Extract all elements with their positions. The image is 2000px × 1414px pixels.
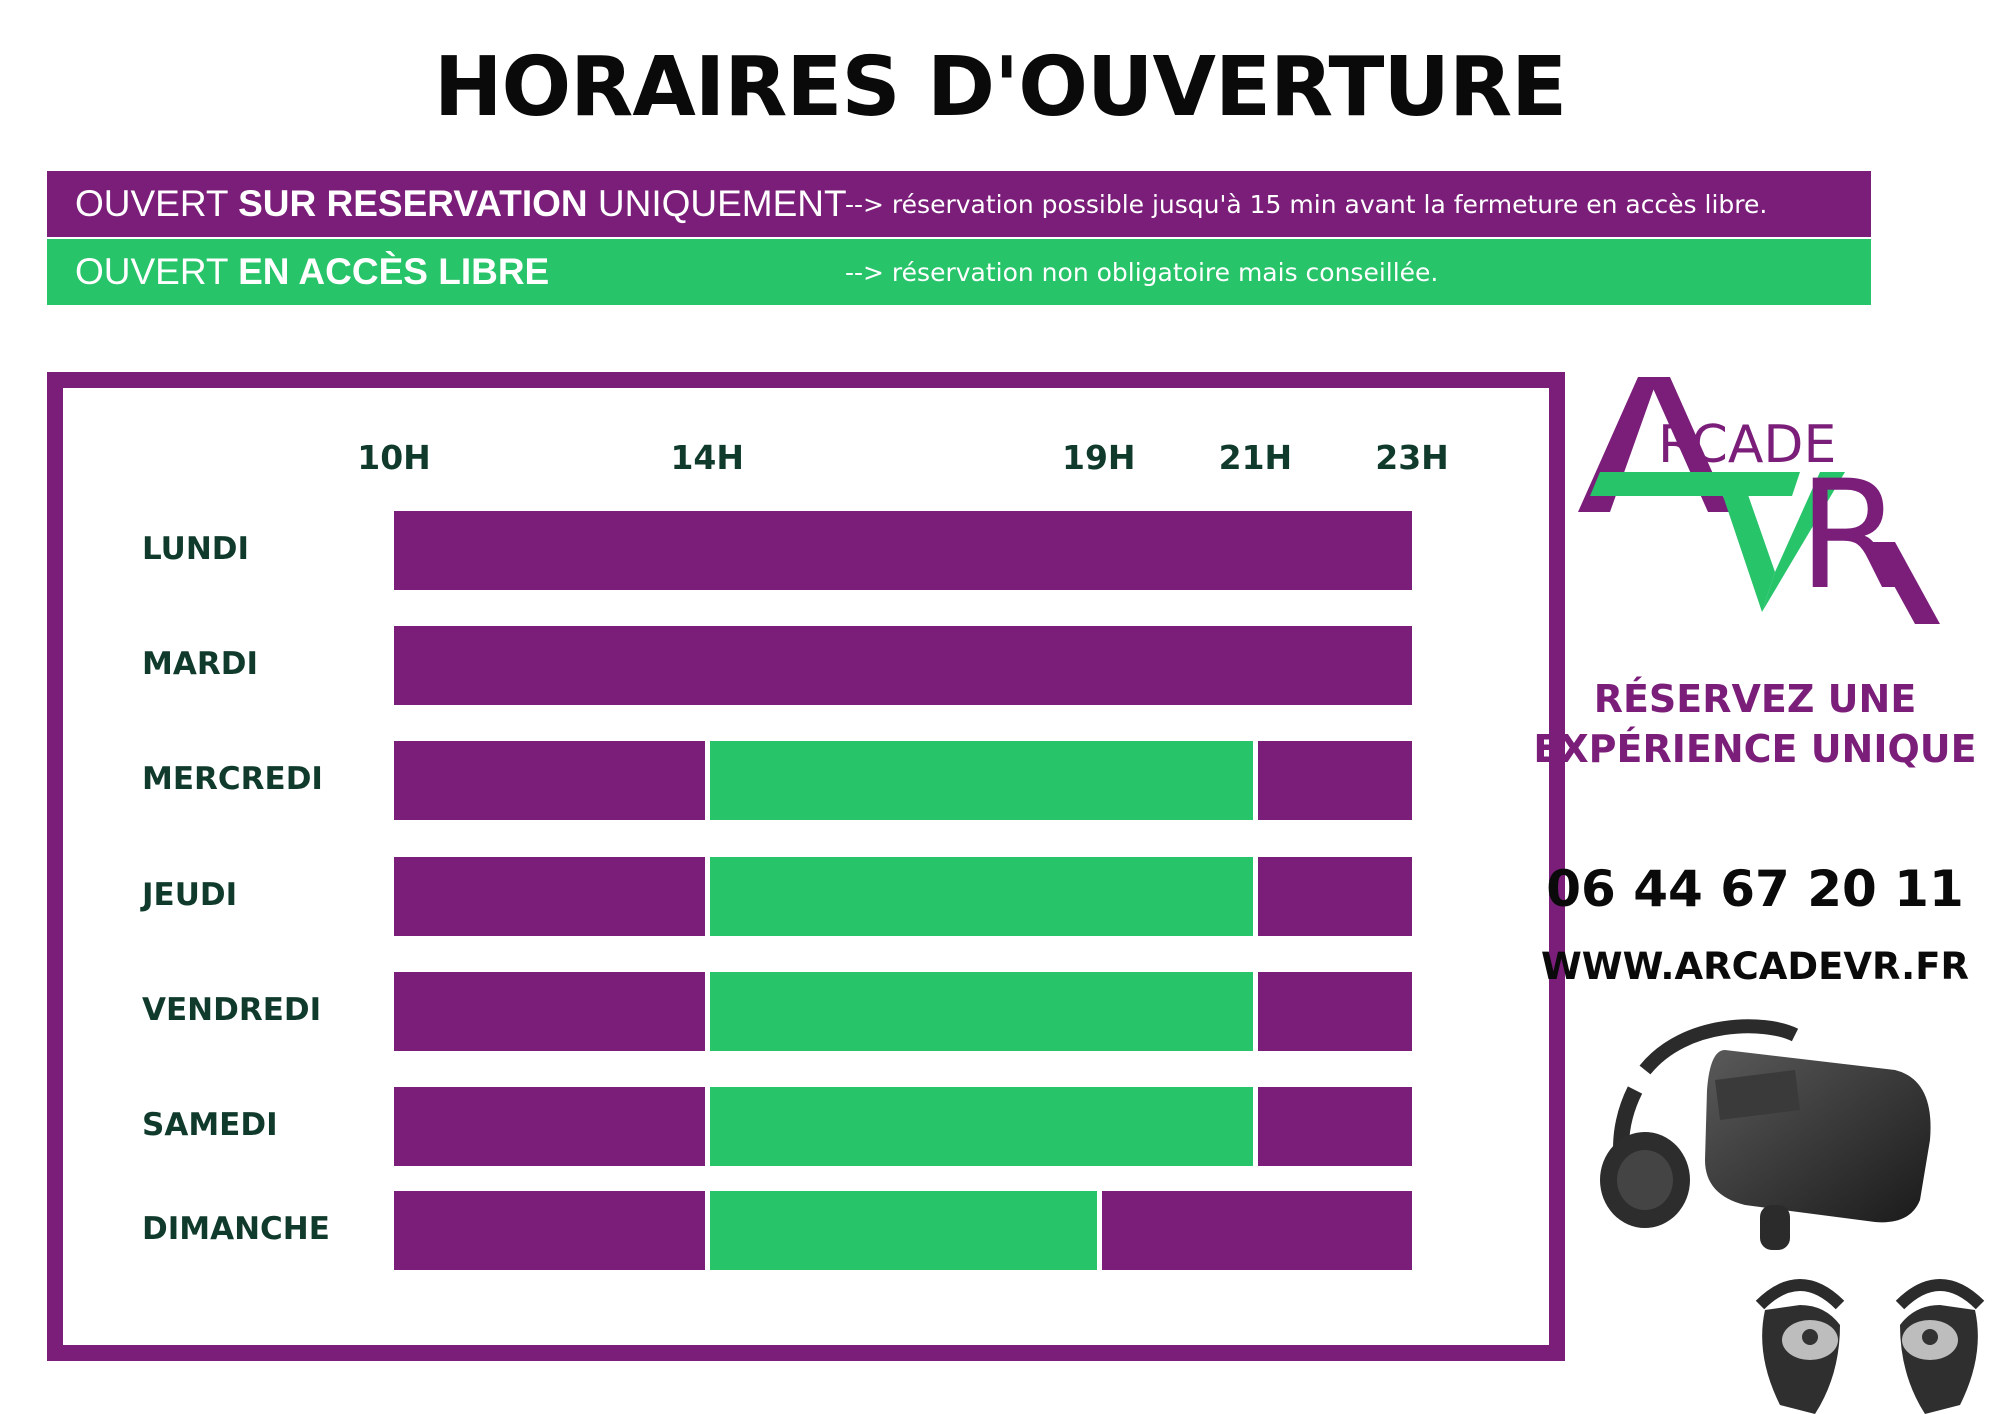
schedule-segment-free (710, 857, 1254, 936)
schedule-segment-reservation (394, 626, 1412, 705)
schedule-segment-reservation (1101, 1191, 1412, 1270)
hour-label: 14H (670, 438, 744, 477)
legend-free-prefix: OUVERT (75, 251, 239, 292)
logo-green-bar (1590, 472, 1800, 496)
legend-reservation-note: --> réservation possible jusqu'à 15 min … (845, 190, 1768, 219)
legend-reservation: OUVERT SUR RESERVATION UNIQUEMENT --> ré… (47, 171, 1871, 237)
day-label: SAMEDI (142, 1107, 278, 1143)
legend-free-bold: EN ACCÈS LIBRE (238, 251, 550, 292)
schedule-segment-reservation (394, 1191, 706, 1270)
hour-label: 19H (1061, 438, 1136, 477)
schedule-segment-free (710, 741, 1254, 820)
logo-v-right (1762, 472, 1845, 612)
logo-r: R (1798, 449, 1902, 623)
day-label: VENDREDI (142, 992, 322, 1028)
legend-reservation-label: OUVERT SUR RESERVATION UNIQUEMENT (75, 183, 847, 225)
schedule-segment-reservation (1258, 972, 1412, 1051)
hour-label: 10H (357, 438, 431, 477)
vr-headset-icon (1600, 1019, 1931, 1250)
logo-r-leg (1870, 542, 1940, 624)
schedule-segment-free (710, 972, 1254, 1051)
legend-free: OUVERT EN ACCÈS LIBRE --> réservation no… (47, 239, 1871, 305)
arcadevr-logo: RCADE R (1578, 377, 1940, 624)
day-label: LUNDI (142, 531, 250, 567)
legend-reservation-prefix: OUVERT (75, 183, 239, 224)
logo-v-left (1715, 472, 1775, 612)
legend-free-label: OUVERT EN ACCÈS LIBRE (75, 251, 549, 293)
schedule-segment-reservation (394, 1087, 706, 1166)
schedule-segment-reservation (1258, 741, 1412, 820)
vr-controllers-icon (1755, 1279, 1985, 1414)
hour-label: 21H (1218, 438, 1293, 477)
schedule-segment-reservation (394, 972, 706, 1051)
phone-number: 06 44 67 20 11 (1546, 860, 1964, 918)
legend-reservation-bold: SUR RESERVATION (238, 183, 588, 224)
schedule-segment-reservation (1258, 857, 1412, 936)
website-url: WWW.ARCADEVR.FR (1540, 945, 1969, 988)
legend-free-note: --> réservation non obligatoire mais con… (845, 258, 1439, 287)
day-label: DIMANCHE (142, 1211, 330, 1247)
hour-label: 23H (1375, 438, 1449, 477)
day-label: MERCREDI (142, 761, 323, 797)
schedule-segment-reservation (1258, 1087, 1412, 1166)
logo-text-top: RCADE (1658, 415, 1836, 475)
day-label: MARDI (142, 646, 258, 682)
schedule-segment-reservation (394, 741, 706, 820)
schedule-segment-reservation (394, 857, 706, 936)
tagline-line1: RÉSERVEZ UNE (1593, 677, 1917, 721)
schedule-segment-reservation (394, 511, 1412, 590)
schedule-segment-free (710, 1191, 1097, 1270)
day-label: JEUDI (142, 877, 238, 913)
tagline-line2: EXPÉRIENCE UNIQUE (1533, 727, 1977, 771)
page-title: HORAIRES D'OUVERTURE (433, 40, 1567, 135)
schedule-segment-free (710, 1087, 1254, 1166)
legend-reservation-suffix: UNIQUEMENT (587, 183, 847, 224)
